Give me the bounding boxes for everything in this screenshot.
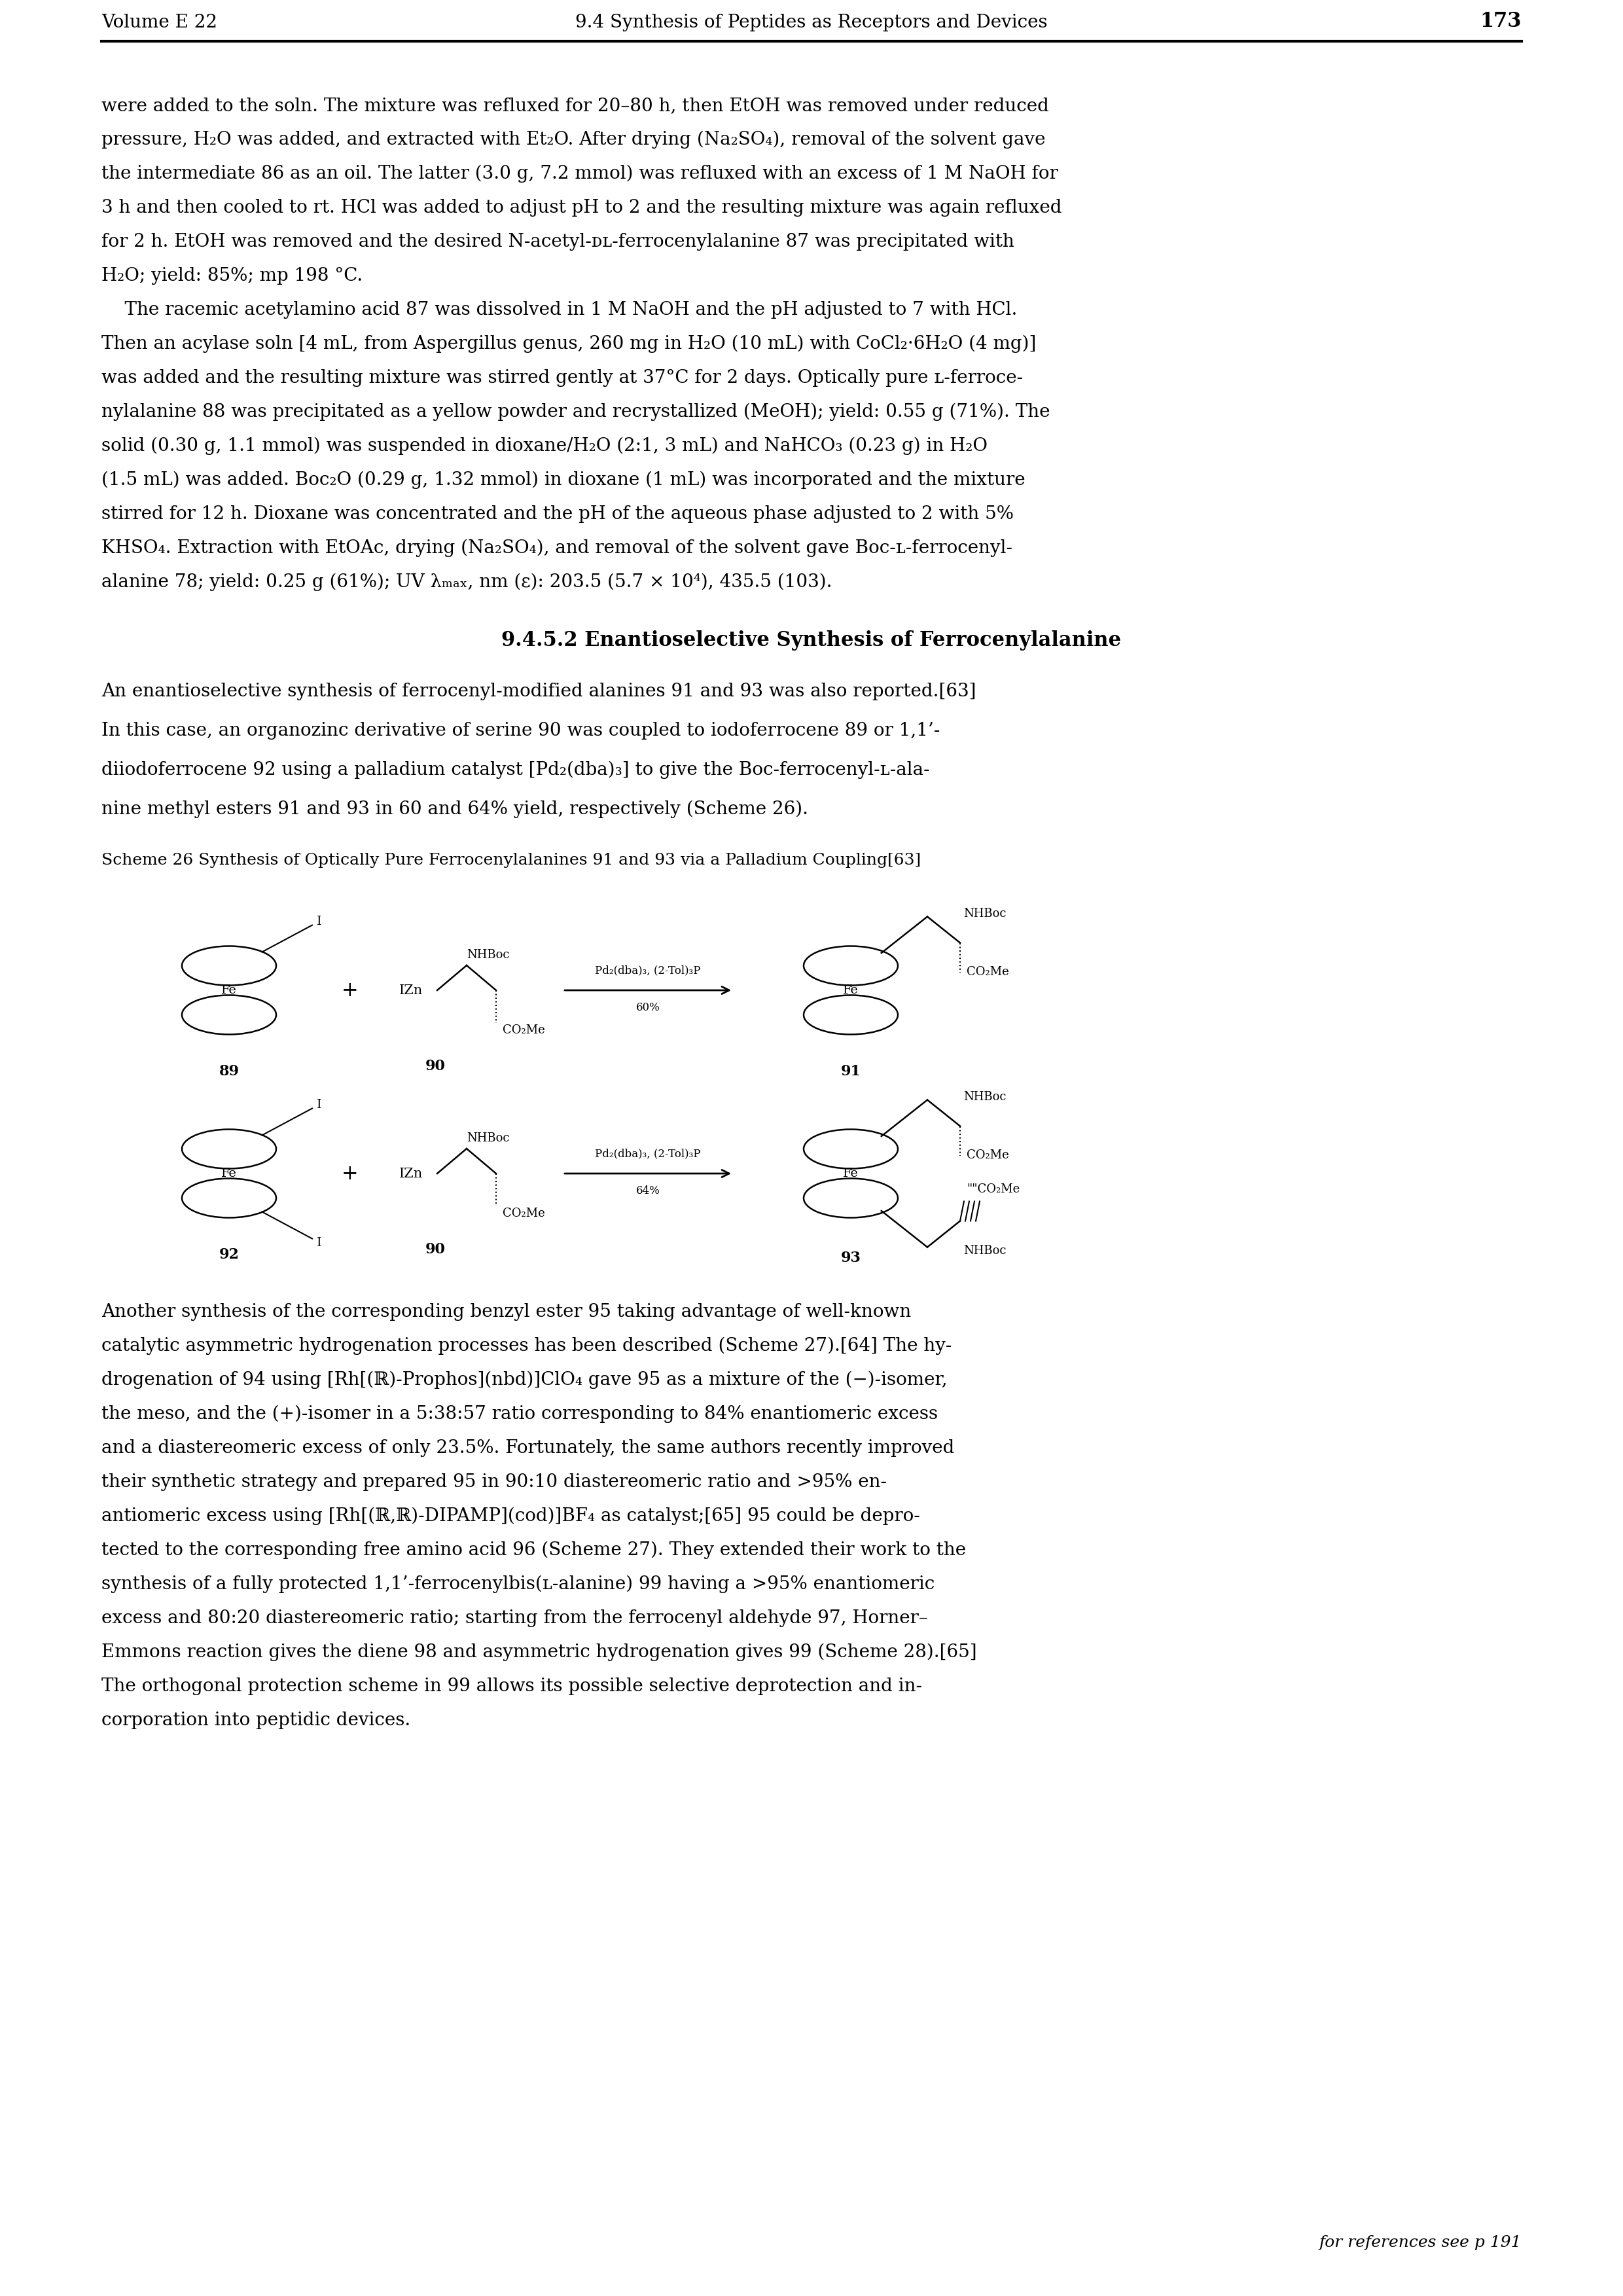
- Text: In this case, an organozinc derivative of serine 90 was coupled to iodoferrocene: In this case, an organozinc derivative o…: [101, 721, 940, 739]
- Text: drogenation of 94 using [Rh[(ℝ)-Prophos](nbd)]ClO₄ gave 95 as a mixture of the (: drogenation of 94 using [Rh[(ℝ)-Prophos]…: [101, 1371, 948, 1389]
- Text: 90: 90: [425, 1058, 445, 1075]
- Text: 93: 93: [841, 1251, 860, 1265]
- Text: I: I: [316, 1238, 321, 1249]
- Text: the meso, and the (+)-isomer in a 5:38:57 ratio corresponding to 84% enantiomeri: the meso, and the (+)-isomer in a 5:38:5…: [101, 1405, 938, 1424]
- Text: Pd₂(dba)₃, (2-Tol)₃P: Pd₂(dba)₃, (2-Tol)₃P: [596, 964, 701, 976]
- Text: stirred for 12 h. Dioxane was concentrated and the pH of the aqueous phase adjus: stirred for 12 h. Dioxane was concentrat…: [101, 505, 1014, 523]
- Text: Emmons reaction gives the diene 98 and asymmetric hydrogenation gives 99 (Scheme: Emmons reaction gives the diene 98 and a…: [101, 1644, 977, 1660]
- Text: 173: 173: [1480, 11, 1522, 32]
- Text: pressure, H₂O was added, and extracted with Et₂O. After drying (Na₂SO₄), removal: pressure, H₂O was added, and extracted w…: [101, 131, 1045, 149]
- Text: I: I: [316, 916, 321, 928]
- Text: CO₂Me: CO₂Me: [503, 1208, 545, 1219]
- Text: +: +: [342, 980, 359, 1001]
- Text: for 2 h. EtOH was removed and the desired N-acetyl-ᴅʟ-ferrocenylalanine 87 was p: for 2 h. EtOH was removed and the desire…: [101, 232, 1014, 250]
- Text: KHSO₄. Extraction with EtOAc, drying (Na₂SO₄), and removal of the solvent gave B: KHSO₄. Extraction with EtOAc, drying (Na…: [101, 540, 1013, 558]
- Text: Scheme 26 Synthesis of Optically Pure Ferrocenylalanines 91 and 93 via a Palladi: Scheme 26 Synthesis of Optically Pure Fe…: [101, 852, 920, 868]
- Text: Fe: Fe: [842, 1169, 859, 1180]
- Text: NHBoc: NHBoc: [964, 1091, 1006, 1102]
- Text: 89: 89: [219, 1063, 239, 1079]
- Text: 3 h and then cooled to rt. HCl was added to adjust pH to 2 and the resulting mix: 3 h and then cooled to rt. HCl was added…: [101, 200, 1061, 216]
- Text: ""CO₂Me: ""CO₂Me: [967, 1182, 1019, 1194]
- Text: NHBoc: NHBoc: [467, 948, 510, 960]
- Text: CO₂Me: CO₂Me: [967, 1148, 1010, 1162]
- Text: IZn: IZn: [399, 1166, 424, 1180]
- Text: +: +: [342, 1164, 359, 1185]
- Text: 64%: 64%: [636, 1185, 661, 1196]
- Text: the intermediate 86 as an oil. The latter (3.0 g, 7.2 mmol) was refluxed with an: the intermediate 86 as an oil. The latte…: [101, 165, 1058, 184]
- Text: (1.5 mL) was added. Boc₂O (0.29 g, 1.32 mmol) in dioxane (1 mL) was incorporated: (1.5 mL) was added. Boc₂O (0.29 g, 1.32 …: [101, 471, 1026, 489]
- Text: Volume E 22: Volume E 22: [101, 14, 217, 32]
- Text: Fe: Fe: [221, 985, 237, 996]
- Text: 90: 90: [425, 1242, 445, 1256]
- Text: catalytic asymmetric hydrogenation processes has been described (Scheme 27).[64]: catalytic asymmetric hydrogenation proce…: [101, 1336, 951, 1355]
- Text: 9.4 Synthesis of Peptides as Receptors and Devices: 9.4 Synthesis of Peptides as Receptors a…: [576, 14, 1047, 32]
- Text: nine methyl esters 91 and 93 in 60 and 64% yield, respectively (Scheme 26).: nine methyl esters 91 and 93 in 60 and 6…: [101, 801, 808, 817]
- Text: nylalanine 88 was precipitated as a yellow powder and recrystallized (MeOH); yie: nylalanine 88 was precipitated as a yell…: [101, 404, 1050, 420]
- Text: The orthogonal protection scheme in 99 allows its possible selective deprotectio: The orthogonal protection scheme in 99 a…: [101, 1676, 922, 1694]
- Text: CO₂Me: CO₂Me: [503, 1024, 545, 1035]
- Text: tected to the corresponding free amino acid 96 (Scheme 27). They extended their : tected to the corresponding free amino a…: [101, 1541, 966, 1559]
- Text: 60%: 60%: [636, 1001, 661, 1013]
- Text: for references see p 191: for references see p 191: [1319, 2234, 1522, 2250]
- Text: 91: 91: [841, 1063, 860, 1079]
- Text: Another synthesis of the corresponding benzyl ester 95 taking advantage of well-: Another synthesis of the corresponding b…: [101, 1302, 911, 1320]
- Text: 9.4.5.2 Enantioselective Synthesis of Ferrocenylalanine: 9.4.5.2 Enantioselective Synthesis of Fe…: [502, 631, 1121, 650]
- Text: and a diastereomeric excess of only 23.5%. Fortunately, the same authors recentl: and a diastereomeric excess of only 23.5…: [101, 1440, 954, 1456]
- Text: their synthetic strategy and prepared 95 in 90:10 diastereomeric ratio and >95% : their synthetic strategy and prepared 95…: [101, 1474, 886, 1490]
- Text: excess and 80:20 diastereomeric ratio; starting from the ferrocenyl aldehyde 97,: excess and 80:20 diastereomeric ratio; s…: [101, 1609, 928, 1628]
- Text: Pd₂(dba)₃, (2-Tol)₃P: Pd₂(dba)₃, (2-Tol)₃P: [596, 1148, 701, 1159]
- Text: synthesis of a fully protected 1,1’-ferrocenylbis(ʟ-alanine) 99 having a >95% en: synthesis of a fully protected 1,1’-ferr…: [101, 1575, 935, 1593]
- Text: Fe: Fe: [221, 1169, 237, 1180]
- Text: CO₂Me: CO₂Me: [967, 967, 1010, 978]
- Text: IZn: IZn: [399, 985, 424, 996]
- Text: NHBoc: NHBoc: [964, 907, 1006, 918]
- Text: The racemic acetylamino acid 87 was dissolved in 1 M NaOH and the pH adjusted to: The racemic acetylamino acid 87 was diss…: [101, 301, 1018, 319]
- Text: solid (0.30 g, 1.1 mmol) was suspended in dioxane/H₂O (2:1, 3 mL) and NaHCO₃ (0.: solid (0.30 g, 1.1 mmol) was suspended i…: [101, 436, 987, 455]
- Text: were added to the soln. The mixture was refluxed for 20–80 h, then EtOH was remo: were added to the soln. The mixture was …: [101, 96, 1048, 115]
- Text: corporation into peptidic devices.: corporation into peptidic devices.: [101, 1711, 411, 1729]
- Text: antiomeric excess using [Rh[(ℝ,ℝ)-DIPAMP](cod)]BF₄ as catalyst;[65] 95 could be : antiomeric excess using [Rh[(ℝ,ℝ)-DIPAMP…: [101, 1506, 920, 1525]
- Text: Fe: Fe: [842, 985, 859, 996]
- Text: Then an acylase soln [4 mL, from Aspergillus genus, 260 mg in H₂O (10 mL) with C: Then an acylase soln [4 mL, from Aspergi…: [101, 335, 1035, 354]
- Text: An enantioselective synthesis of ferrocenyl-modified alanines 91 and 93 was also: An enantioselective synthesis of ferroce…: [101, 682, 975, 700]
- Text: diiodoferrocene 92 using a palladium catalyst [Pd₂(dba)₃] to give the Boc-ferroc: diiodoferrocene 92 using a palladium cat…: [101, 762, 930, 778]
- Text: NHBoc: NHBoc: [964, 1244, 1006, 1256]
- Text: NHBoc: NHBoc: [467, 1132, 510, 1143]
- Text: I: I: [316, 1097, 321, 1111]
- Text: H₂O; yield: 85%; mp 198 °C.: H₂O; yield: 85%; mp 198 °C.: [101, 266, 362, 285]
- Text: was added and the resulting mixture was stirred gently at 37°C for 2 days. Optic: was added and the resulting mixture was …: [101, 370, 1022, 386]
- Text: alanine 78; yield: 0.25 g (61%); UV λₘₐₓ, nm (ε): 203.5 (5.7 × 10⁴), 435.5 (103): alanine 78; yield: 0.25 g (61%); UV λₘₐₓ…: [101, 574, 833, 592]
- Text: 92: 92: [219, 1247, 239, 1261]
